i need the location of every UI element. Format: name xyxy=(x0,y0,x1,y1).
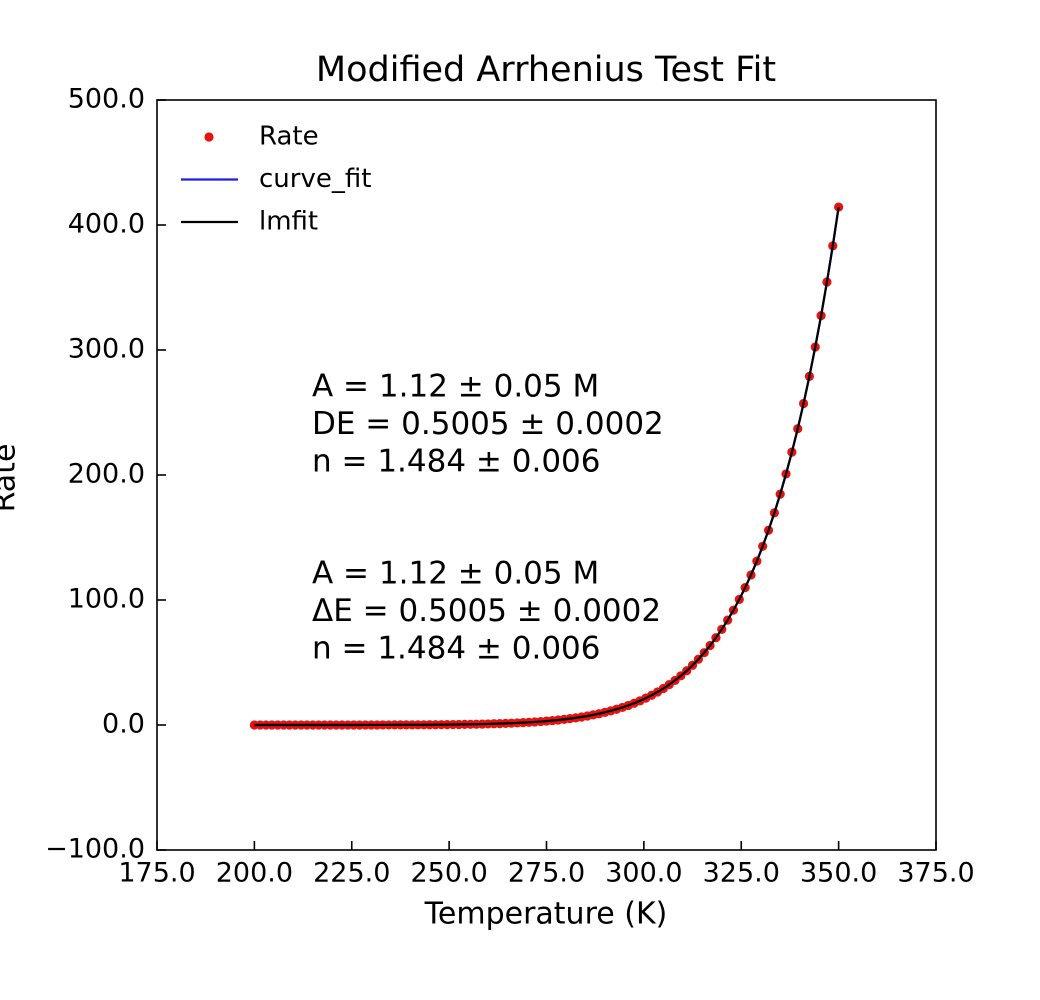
plot-frame xyxy=(156,99,937,851)
fit-annotation: A = 1.12 ± 0.05 M xyxy=(312,556,599,592)
x-tick-label: 325.0 xyxy=(703,858,780,889)
x-tick-label: 375.0 xyxy=(897,858,974,889)
x-tick-label: 275.0 xyxy=(508,858,585,889)
y-tick-label: 100.0 xyxy=(68,584,145,615)
y-tick-label: 400.0 xyxy=(68,209,145,240)
fit-annotation: ΔE = 0.5005 ± 0.0002 xyxy=(312,593,661,629)
y-tick-label: 300.0 xyxy=(68,334,145,365)
y-tick-label: 500.0 xyxy=(68,84,145,115)
y-tick-label: 200.0 xyxy=(68,459,145,490)
x-axis-label: Temperature (K) xyxy=(424,897,668,932)
y-tick-label: 0.0 xyxy=(102,709,145,740)
x-tick-label: 350.0 xyxy=(800,858,877,889)
legend-label: lmfit xyxy=(259,207,318,237)
fit-annotation: DE = 0.5005 ± 0.0002 xyxy=(312,406,664,442)
fit-annotation: n = 1.484 ± 0.006 xyxy=(312,631,601,667)
x-tick-label: 250.0 xyxy=(410,858,487,889)
legend-label: curve_fit xyxy=(259,164,371,194)
chart-title: Modified Arrhenius Test Fit xyxy=(316,50,776,90)
x-tick-label: 300.0 xyxy=(605,858,682,889)
y-tick-label: −100.0 xyxy=(45,834,145,865)
legend-label: Rate xyxy=(259,122,319,152)
fit-line xyxy=(254,206,840,727)
y-axis-label: Rate xyxy=(0,444,23,513)
x-tick-label: 200.0 xyxy=(216,858,293,889)
x-tick-label: 175.0 xyxy=(118,858,195,889)
fit-annotation: n = 1.484 ± 0.006 xyxy=(312,444,601,480)
legend-marker xyxy=(204,132,214,142)
fit-annotation: A = 1.12 ± 0.05 M xyxy=(312,369,599,405)
x-tick-label: 225.0 xyxy=(313,858,390,889)
